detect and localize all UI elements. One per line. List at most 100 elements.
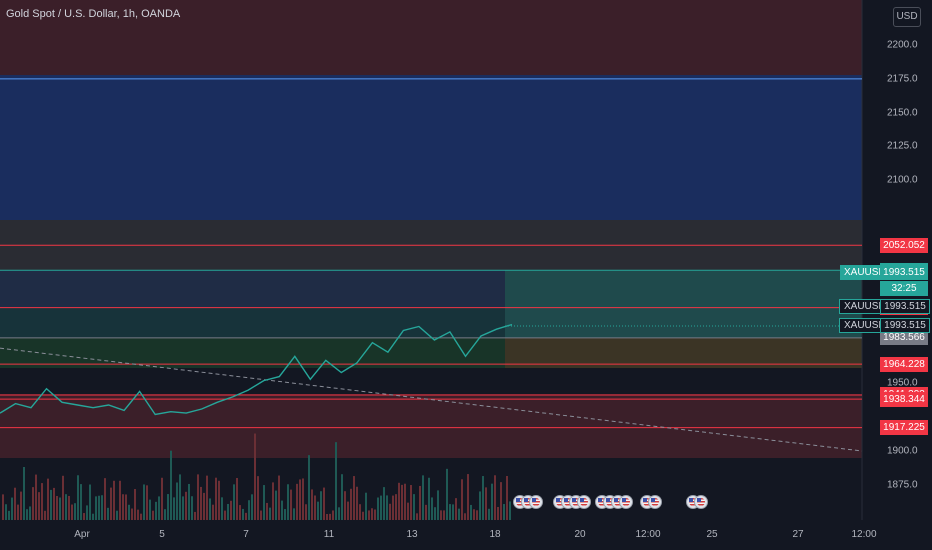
- volume-bar: [68, 495, 70, 520]
- volume-bar: [371, 508, 373, 520]
- volume-bar: [215, 477, 217, 520]
- volume-bar: [188, 483, 190, 520]
- volume-bar: [161, 477, 163, 520]
- volume-bar: [434, 507, 436, 520]
- supply-zone-top: [0, 0, 862, 75]
- level-tag-4: 1983.566: [880, 330, 928, 346]
- volume-bar: [152, 510, 154, 520]
- volume-bar: [200, 486, 202, 520]
- volume-bar: [155, 501, 157, 520]
- volume-bar: [125, 494, 127, 520]
- volume-bar: [503, 504, 505, 520]
- us-flag-icon[interactable]: [619, 495, 633, 509]
- volume-bar: [470, 504, 472, 520]
- volume-bar: [398, 482, 400, 520]
- volume-bar: [86, 505, 88, 520]
- us-flag-icon[interactable]: [577, 495, 591, 509]
- volume-bar: [83, 513, 85, 520]
- volume-bar: [185, 491, 187, 520]
- y-tick-label: 1875.0: [887, 479, 918, 491]
- us-flag-icon[interactable]: [648, 495, 662, 509]
- volume-bar: [482, 476, 484, 520]
- volume-bar: [149, 499, 151, 520]
- volume-bar: [287, 484, 289, 520]
- volume-bar: [167, 494, 169, 520]
- volume-bar: [248, 500, 250, 520]
- symbol-price-2: 1993.515: [880, 318, 930, 333]
- volume-bar: [359, 504, 361, 520]
- volume-bar: [509, 501, 511, 520]
- volume-bar: [236, 477, 238, 520]
- volume-bar: [338, 507, 340, 520]
- volume-bar: [404, 483, 406, 520]
- y-tick-label: 2175.0: [887, 73, 918, 85]
- symbol-label-2: XAUUSD: [839, 318, 891, 333]
- volume-bar: [425, 504, 427, 520]
- volume-bar: [239, 505, 241, 520]
- currency-badge[interactable]: USD: [893, 7, 921, 27]
- volume-bar: [305, 504, 307, 520]
- volume-bar: [347, 501, 349, 520]
- level-tag-1: 2052.052: [880, 237, 928, 253]
- level-tag-5: 1964.228: [880, 356, 928, 372]
- volume-bar: [272, 482, 274, 520]
- volume-bar: [221, 497, 223, 520]
- volume-bar: [290, 489, 292, 520]
- volume-bar: [29, 506, 31, 520]
- volume-bar: [416, 513, 418, 520]
- volume-bar: [497, 506, 499, 520]
- volume-bar: [407, 502, 409, 520]
- trend-line[interactable]: [0, 347, 863, 452]
- volume-bar: [386, 495, 388, 520]
- volume-bar: [377, 497, 379, 520]
- volume-bar: [80, 484, 82, 520]
- volume-bar: [92, 513, 94, 520]
- volume-bar: [383, 487, 385, 520]
- volume-bar: [467, 474, 469, 520]
- volume-bar: [374, 509, 376, 520]
- x-tick-label: 12:00: [851, 529, 877, 540]
- volume-bar: [410, 485, 412, 520]
- volume-bar: [113, 480, 115, 520]
- volume-bar: [335, 442, 337, 520]
- volume-bar: [260, 510, 262, 520]
- volume-bar: [122, 494, 124, 520]
- target-zone: [505, 270, 862, 338]
- volume-bar: [206, 475, 208, 520]
- volume-bar: [380, 495, 382, 520]
- volume-bar: [356, 486, 358, 520]
- y-tick-label: 2150.0: [887, 107, 918, 119]
- x-tick-label: 12:00: [635, 529, 661, 540]
- us-flag-icon[interactable]: [529, 495, 543, 509]
- volume-bar: [332, 510, 334, 520]
- volume-bar: [302, 478, 304, 520]
- volume-bar: [362, 511, 364, 520]
- volume-bar: [326, 513, 328, 520]
- volume-bar: [137, 509, 139, 520]
- x-tick-label: 5: [159, 529, 165, 540]
- volume-bar: [473, 509, 475, 520]
- supply-zone-blue: [0, 75, 862, 220]
- volume-bar: [38, 492, 40, 520]
- volume-bar: [44, 510, 46, 520]
- y-tick-label: 2200.0: [887, 39, 918, 51]
- us-flag-icon[interactable]: [694, 495, 708, 509]
- volume-bar: [140, 513, 142, 520]
- volume-bar: [296, 483, 298, 520]
- volume-bar: [212, 504, 214, 520]
- chart-title: Gold Spot / U.S. Dollar, 1h, OANDA: [6, 8, 181, 20]
- x-tick-label: 27: [792, 529, 804, 540]
- volume-bar: [485, 487, 487, 520]
- volume-bar: [437, 490, 439, 520]
- volume-bar: [170, 450, 172, 520]
- price-line[interactable]: [0, 323, 513, 416]
- volume-bar: [218, 480, 220, 520]
- volume-bar: [395, 494, 397, 520]
- volume-bar: [230, 500, 232, 520]
- volume-bar: [242, 508, 244, 520]
- volume-bar: [452, 504, 454, 520]
- volume-bar: [17, 504, 19, 520]
- volume-bar: [179, 474, 181, 520]
- volume-bar: [461, 479, 463, 520]
